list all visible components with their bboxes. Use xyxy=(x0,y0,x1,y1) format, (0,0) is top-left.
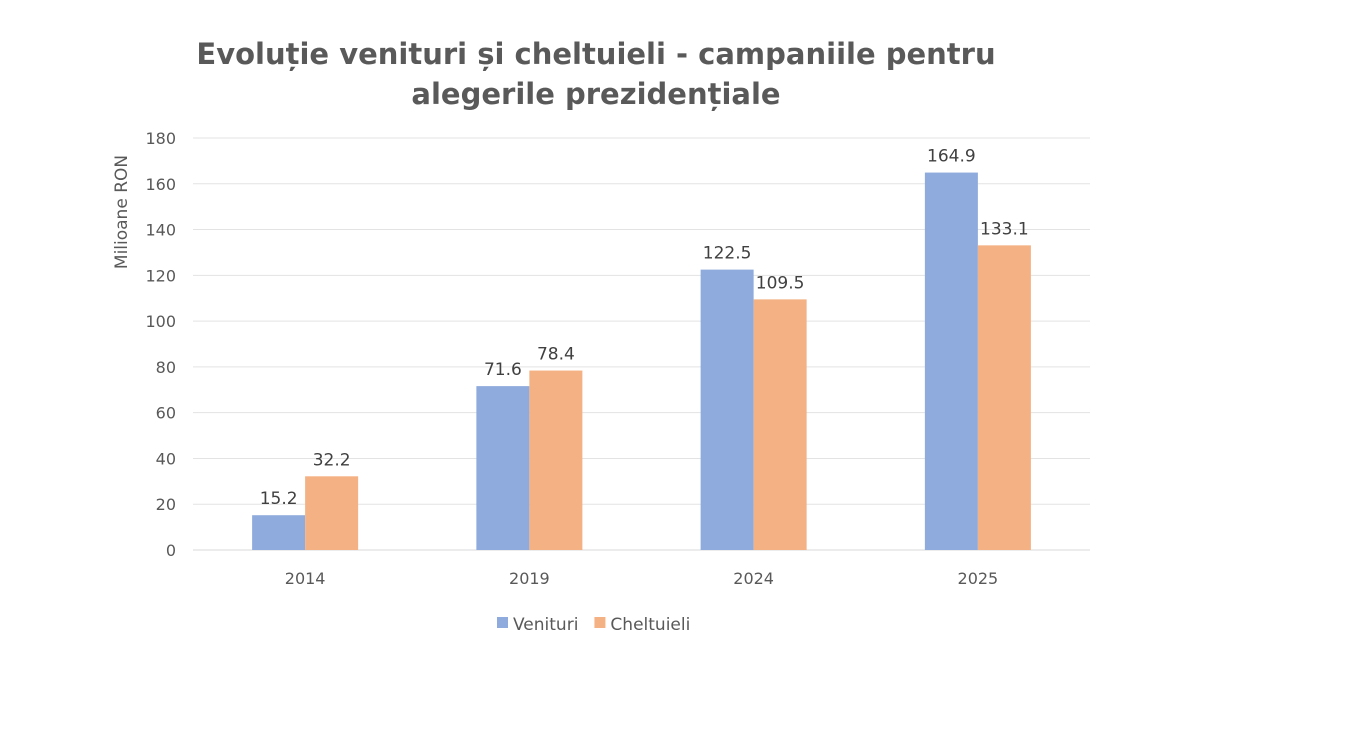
legend: Venituri Cheltuieli xyxy=(497,615,690,635)
y-tick-label: 120 xyxy=(145,266,176,285)
x-tick-label: 2019 xyxy=(509,569,550,588)
data-label: 78.4 xyxy=(537,345,575,365)
bar-cheltuieli-2019 xyxy=(529,370,583,550)
y-axis-label: Milioane RON xyxy=(112,155,132,269)
y-tick-labels: 0 20 40 60 80 100 120 140 160 180 xyxy=(145,129,176,560)
y-tick-label: 180 xyxy=(145,129,176,148)
bar-venituri-2014 xyxy=(252,515,306,550)
y-tick-label: 160 xyxy=(145,175,176,194)
y-tick-label: 80 xyxy=(156,358,176,377)
y-tick-label: 20 xyxy=(156,495,176,514)
x-tick-label: 2025 xyxy=(958,569,999,588)
bar-venituri-2025 xyxy=(924,172,978,550)
data-label: 133.1 xyxy=(980,219,1029,239)
data-label: 32.2 xyxy=(313,450,351,470)
data-label: 71.6 xyxy=(484,360,522,380)
x-tick-label: 2024 xyxy=(733,569,774,588)
x-tick-label: 2014 xyxy=(285,569,326,588)
legend-swatch xyxy=(594,617,606,628)
y-tick-label: 60 xyxy=(156,404,176,423)
y-tick-label: 100 xyxy=(145,312,176,331)
bar-venituri-2024 xyxy=(700,269,754,550)
bar-cheltuieli-2024 xyxy=(753,299,807,550)
data-label: 109.5 xyxy=(756,273,805,293)
legend-swatch xyxy=(497,617,508,628)
y-tick-label: 40 xyxy=(156,449,176,468)
legend-label: Cheltuieli xyxy=(610,615,690,635)
data-label: 164.9 xyxy=(927,147,976,167)
data-label: 122.5 xyxy=(703,244,752,264)
x-tick-labels: 2014 2019 2024 2025 xyxy=(285,569,998,588)
chart-title-line-1: Evoluție venituri și cheltuieli - campan… xyxy=(196,37,995,71)
bar-cheltuieli-2014 xyxy=(305,476,359,550)
chart-title-line-2: alegerile prezidențiale xyxy=(411,77,780,111)
data-label: 15.2 xyxy=(260,489,298,509)
y-tick-label: 140 xyxy=(145,221,176,240)
bar-cheltuieli-2025 xyxy=(977,245,1031,551)
y-tick-label: 0 xyxy=(166,541,176,560)
legend-label: Venituri xyxy=(513,615,578,635)
bar-venituri-2019 xyxy=(476,386,530,550)
